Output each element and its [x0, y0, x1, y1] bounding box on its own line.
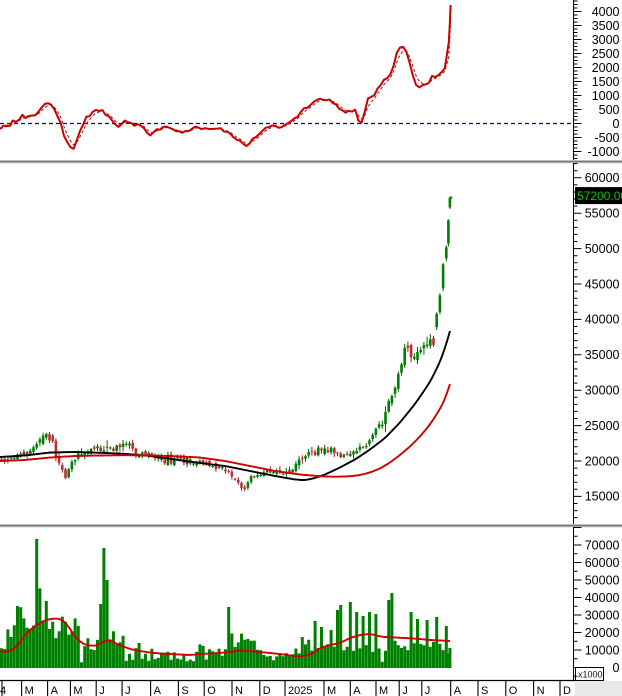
svg-text:25000: 25000 [585, 419, 620, 433]
svg-text:20000: 20000 [585, 626, 620, 640]
svg-text:20000: 20000 [585, 454, 620, 468]
svg-text:D: D [263, 685, 271, 696]
svg-text:30000: 30000 [585, 384, 620, 398]
svg-text:D: D [563, 685, 571, 696]
svg-text:50000: 50000 [585, 242, 620, 256]
svg-text:2500: 2500 [592, 47, 620, 61]
svg-text:A: A [51, 685, 59, 696]
svg-text:A: A [154, 685, 162, 696]
svg-text:J: J [125, 685, 131, 696]
svg-text:2025: 2025 [288, 685, 312, 696]
svg-text:A: A [454, 685, 462, 696]
svg-text:O: O [207, 685, 216, 696]
svg-text:M: M [25, 685, 34, 696]
svg-text:M: M [379, 685, 388, 696]
svg-text:N: N [235, 685, 243, 696]
svg-text:4000: 4000 [592, 5, 620, 19]
svg-text:60000: 60000 [585, 171, 620, 185]
svg-text:57200.00: 57200.00 [577, 189, 622, 203]
svg-text:-500: -500 [594, 131, 619, 145]
svg-text:500: 500 [599, 103, 620, 117]
svg-text:60000: 60000 [585, 556, 620, 570]
svg-text:1500: 1500 [592, 75, 620, 89]
svg-text:2000: 2000 [592, 61, 620, 75]
svg-text:A: A [353, 685, 361, 696]
svg-text:S: S [181, 685, 188, 696]
svg-text:-1000: -1000 [588, 145, 620, 159]
svg-text:30000: 30000 [585, 608, 620, 622]
svg-text:55000: 55000 [585, 207, 620, 221]
svg-text:J: J [99, 685, 105, 696]
svg-text:S: S [481, 685, 488, 696]
svg-text:10000: 10000 [585, 643, 620, 657]
svg-text:4: 4 [0, 685, 6, 696]
svg-text:0: 0 [613, 117, 620, 131]
svg-text:3000: 3000 [592, 33, 620, 47]
svg-text:1000: 1000 [592, 89, 620, 103]
svg-text:35000: 35000 [585, 348, 620, 362]
svg-text:0: 0 [613, 661, 620, 675]
svg-text:N: N [537, 685, 545, 696]
svg-text:O: O [509, 685, 518, 696]
svg-text:3500: 3500 [592, 19, 620, 33]
svg-text:70000: 70000 [585, 538, 620, 552]
svg-text:40000: 40000 [585, 313, 620, 327]
svg-text:J: J [425, 685, 431, 696]
svg-text:50000: 50000 [585, 573, 620, 587]
svg-text:J: J [402, 685, 408, 696]
svg-text:x1000: x1000 [578, 670, 603, 680]
svg-text:M: M [73, 685, 82, 696]
svg-text:40000: 40000 [585, 591, 620, 605]
svg-text:M: M [327, 685, 336, 696]
svg-text:15000: 15000 [585, 490, 620, 504]
svg-text:45000: 45000 [585, 277, 620, 291]
